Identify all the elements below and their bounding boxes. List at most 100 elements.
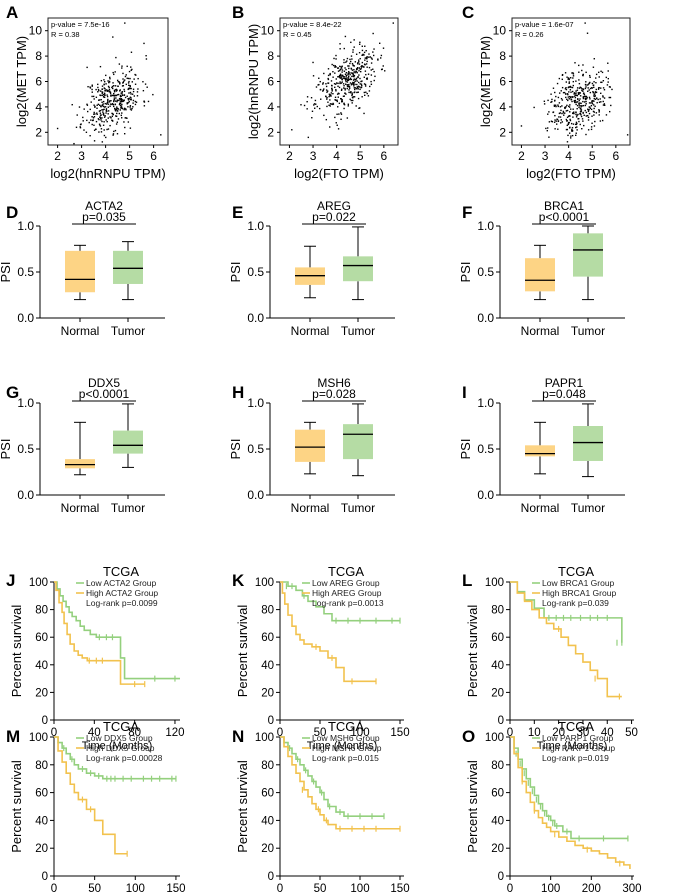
x-category-label: Tumor [341,501,375,515]
scatter-point [86,103,88,106]
scatter-point [112,133,115,135]
scatter-point [554,91,556,94]
scatter-point [115,90,118,92]
y-tick-label: 10 [261,24,275,38]
y-tick-label: 1.0 [247,219,264,233]
scatter-point [352,51,354,53]
scatter-point [105,108,108,110]
scatter-point [353,96,356,98]
scatter-point [353,91,355,94]
scatter-point [337,82,339,85]
scatter-point [327,78,330,81]
scatter-point [117,93,120,96]
scatter-point [565,88,568,91]
scatter-point [603,97,606,99]
scatter-point [120,114,123,117]
scatter-point [125,109,127,111]
scatter-point [573,92,576,94]
scatter-point [116,99,119,102]
scatter-point [106,94,108,96]
scatter-point [118,81,121,83]
scatter-point [111,119,113,121]
scatter-point [102,103,104,105]
scatter-point [119,83,121,85]
scatter-point [366,66,368,68]
y-tick-label: 4 [267,100,274,114]
scatter-point [106,102,108,104]
scatter-point [583,93,586,96]
scatter-point [556,123,558,125]
scatter-point [354,83,356,86]
scatter-point [106,89,108,92]
y-tick-label: 0 [42,871,48,883]
scatter-point [599,120,602,122]
scatter-point [86,110,89,113]
scatter-point [91,119,94,122]
scatter-point [109,91,112,93]
scatter-point [588,96,591,99]
scatter-point [365,57,368,59]
scatter-point [107,99,109,102]
scatter-point [359,107,361,109]
scatter-point [348,89,350,91]
scatter-point [357,85,360,88]
scatter-point [329,73,331,76]
scatter-point [365,63,368,65]
scatter-point [99,112,102,114]
scatter-point [359,88,361,91]
scatter-point [578,92,581,94]
scatter-point [359,41,361,44]
scatter-point [160,134,162,136]
scatter-point [325,83,327,85]
panel-b: B 2 3 4 5 6 2 4 6 8 10 log2(FTO TPM) log2(hnRNPU TPM… [232,3,399,181]
scatter-point [575,101,578,103]
y-axis-label: PSI [228,262,243,283]
scatter-point [132,102,134,104]
scatter-point [83,108,85,110]
scatter-point [550,101,552,103]
scatter-point [121,107,124,110]
scatter-point [356,91,358,94]
scatter-point [352,74,354,76]
y-tick-label: 40 [491,660,504,672]
y-tick-label: 100 [255,732,274,744]
scatter-point [121,94,124,97]
panel-letter-d: D [6,203,18,222]
scatter-point [607,62,609,64]
scatter-point [110,117,112,119]
scatter-point [348,67,350,70]
scatter-point [331,63,333,66]
scatter-point [116,100,118,103]
scatter-point [353,85,355,87]
scatter-point [564,93,567,95]
scatter-point [118,103,121,106]
scatter-point [318,83,320,86]
legend-entry: Log-rank p=0.015 [312,753,379,763]
scatter-point [354,87,357,89]
scatter-point [365,49,367,52]
scatter-point [588,82,591,84]
scatter-point [126,95,128,97]
scatter-point [130,93,132,95]
scatter-point [552,87,555,89]
scatter-point [327,68,330,70]
scatter-point [143,101,146,103]
scatter-point [119,90,121,92]
scatter-point [325,95,327,97]
scatter-point [129,98,132,101]
scatter-point [579,86,582,89]
scatter-point [592,66,595,68]
chart-title: TCGA [558,564,594,579]
scatter-point [124,117,126,119]
scatter-point [132,90,135,93]
scatter-point [348,72,351,74]
scatter-point [550,120,553,122]
scatter-point [558,77,561,80]
scatter-point [114,71,116,73]
scatter-point [354,71,356,74]
scatter-point [568,77,570,80]
x-tick-label: 6 [612,149,619,163]
scatter-point [102,105,105,108]
